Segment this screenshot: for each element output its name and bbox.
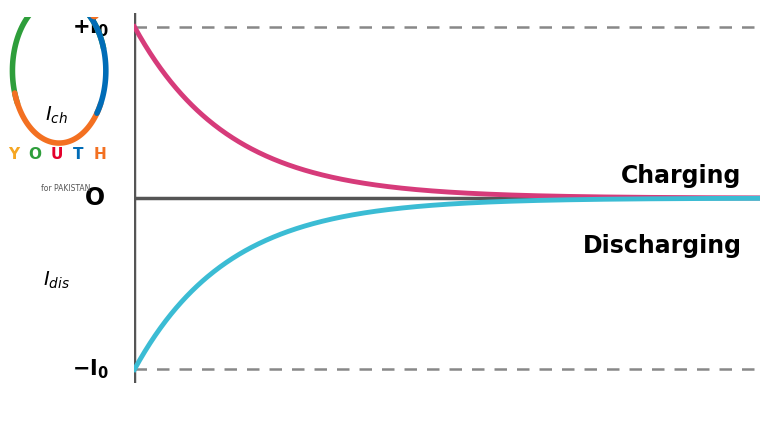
Text: $I_{dis}$: $I_{dis}$ <box>43 270 71 291</box>
Text: Discharging: Discharging <box>583 234 742 258</box>
Text: U: U <box>51 147 63 162</box>
Text: T: T <box>73 147 84 162</box>
Text: Y: Y <box>8 147 19 162</box>
Text: Charging: Charging <box>621 164 742 188</box>
Text: $\bf{O}$: $\bf{O}$ <box>84 186 104 210</box>
Text: $\bf{-I_0}$: $\bf{-I_0}$ <box>72 358 109 381</box>
Text: $I_{ch}$: $I_{ch}$ <box>45 105 68 126</box>
Text: O: O <box>28 147 41 162</box>
Text: for PAKISTAN: for PAKISTAN <box>41 184 90 193</box>
Text: H: H <box>93 147 106 162</box>
Text: https://youthforpakistan.org: https://youthforpakistan.org <box>216 401 552 420</box>
Text: $\bf{+I_0}$: $\bf{+I_0}$ <box>72 15 109 39</box>
